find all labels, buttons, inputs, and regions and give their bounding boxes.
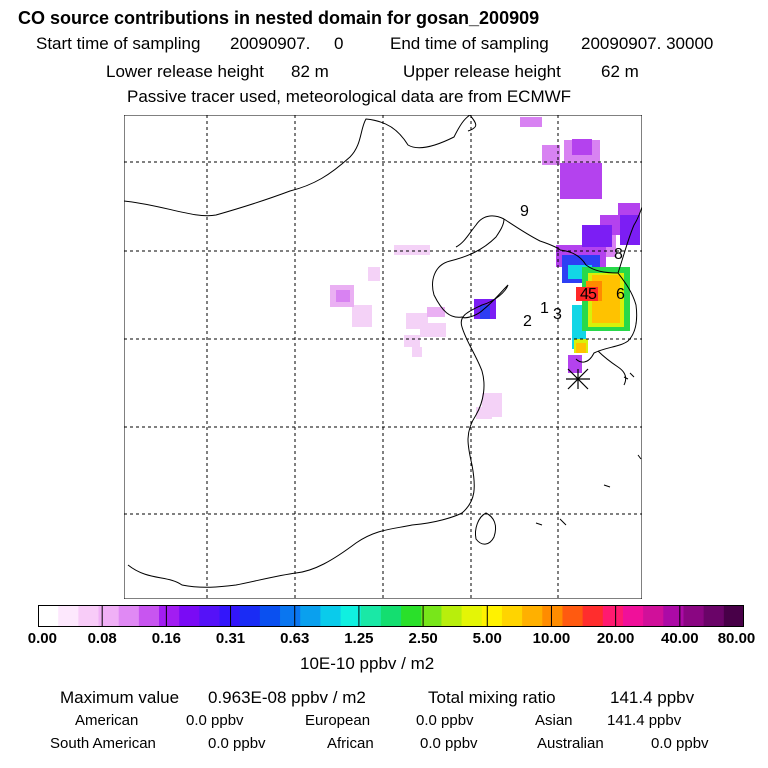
colorbar-swatch	[481, 605, 503, 627]
american-label: American	[75, 712, 139, 729]
colorbar-swatch	[380, 605, 402, 627]
source-contribution-map: 9 8 6 4 5 1 3 2	[124, 115, 642, 599]
legend-tick-label: 20.00	[596, 630, 635, 647]
colorbar-swatch	[643, 605, 664, 627]
colorbar-swatch	[501, 605, 523, 627]
tracer-note: Passive tracer used, meteorological data…	[127, 87, 572, 106]
colorbar-swatch	[421, 605, 442, 627]
colorbar-swatch	[118, 605, 140, 627]
legend-tick-label: 0.08	[87, 630, 117, 647]
colorbar-swatch	[461, 605, 483, 627]
colorbar-swatch	[138, 605, 160, 627]
australian-value: 0.0 ppbv	[651, 735, 709, 752]
colorbar-swatch	[340, 605, 362, 627]
end-time-value: 20090907. 30000	[581, 34, 714, 53]
start-time-value: 20090907. 0	[230, 34, 344, 53]
legend-tick-label: 1.25	[344, 630, 374, 647]
asian-label: Asian	[535, 712, 573, 729]
start-time-label: Start time of sampling	[36, 34, 201, 53]
asian-value: 141.4 ppbv	[607, 712, 682, 729]
colorbar-swatch	[280, 605, 301, 627]
african-value: 0.0 ppbv	[420, 735, 478, 752]
colorbar-swatch	[703, 605, 725, 627]
australian-label: Australian	[537, 735, 604, 752]
colorbar-swatch	[360, 605, 382, 627]
lat-lon-grid	[124, 115, 642, 599]
total-mixing-label: Total mixing ratio	[428, 688, 556, 707]
colorbar-swatch	[723, 605, 744, 627]
upper-height-label: Upper release height	[403, 62, 561, 81]
colorbar-swatch	[401, 605, 422, 627]
colorbar-swatch	[522, 605, 543, 627]
colorbar-swatch	[602, 605, 624, 627]
day-label-2: 2	[523, 313, 532, 330]
day-label-6: 6	[616, 286, 625, 303]
legend-tick-label: 10.00	[532, 630, 571, 647]
colorbar-swatch	[683, 605, 705, 627]
day-label-4: 4	[580, 286, 589, 303]
european-label: European	[305, 712, 371, 729]
legend-colorbar	[38, 605, 744, 627]
south-american-label: South American	[50, 735, 156, 752]
legend-tick-label: 5.00	[472, 630, 502, 647]
colorbar-swatch	[259, 605, 281, 627]
coastlines	[124, 115, 642, 588]
legend-tick-label: 40.00	[661, 630, 699, 647]
colorbar-swatch	[562, 605, 584, 627]
colorbar-swatch	[239, 605, 261, 627]
asterisk-icon	[566, 368, 590, 390]
colorbar-swatch	[300, 605, 321, 627]
colorbar-swatch	[38, 605, 59, 627]
legend-tick-label: 0.16	[151, 630, 181, 647]
colorbar-swatch	[179, 605, 200, 627]
day-label-1: 1	[540, 300, 549, 317]
colorbar-swatch	[159, 605, 180, 627]
upper-height-value: 62 m	[601, 62, 639, 81]
colorbar-swatch	[320, 605, 342, 627]
colorbar-swatch	[582, 605, 604, 627]
total-mixing-value: 141.4 ppbv	[610, 688, 695, 707]
day-label-3: 3	[553, 306, 562, 323]
colorbar-border	[38, 605, 744, 627]
legend-unit: 10E-10 ppbv / m2	[300, 654, 435, 673]
end-time-label: End time of sampling	[390, 34, 549, 53]
legend-tick-label: 0.31	[215, 630, 246, 647]
south-american-value: 0.0 ppbv	[208, 735, 266, 752]
colorbar-swatch	[542, 605, 563, 627]
lower-height-label: Lower release height	[106, 62, 264, 81]
colorbar-swatch	[78, 605, 100, 627]
day-label-9: 9	[520, 203, 529, 220]
max-value-label: Maximum value	[60, 688, 180, 707]
african-label: African	[327, 735, 374, 752]
page-title: CO source contributions in nested domain…	[18, 8, 540, 28]
american-value: 0.0 ppbv	[186, 712, 244, 729]
legend-tick-label: 0.63	[280, 630, 310, 647]
legend-tick-label: 0.00	[27, 630, 57, 647]
day-label-5: 5	[588, 286, 597, 303]
legend-tick-label: 80.00	[717, 630, 756, 647]
colorbar-swatch	[98, 605, 120, 627]
colorbar-swatch	[58, 605, 79, 627]
colorbar-swatch	[199, 605, 221, 627]
day-label-8: 8	[614, 246, 623, 263]
colorbar-swatch	[219, 605, 241, 627]
lower-height-value: 82 m	[291, 62, 329, 81]
european-value: 0.0 ppbv	[416, 712, 474, 729]
colorbar-swatch	[622, 605, 644, 627]
colorbar-swatch	[441, 605, 463, 627]
max-value: 0.963E-08 ppbv / m2	[208, 688, 366, 707]
colorbar-swatch	[663, 605, 684, 627]
legend-tick-label: 2.50	[408, 630, 438, 647]
